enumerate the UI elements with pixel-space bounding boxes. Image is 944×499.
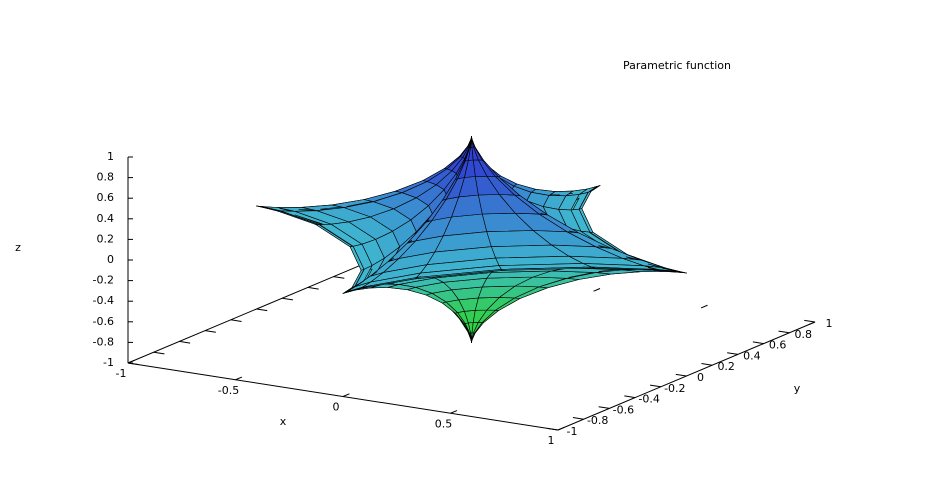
chart-title: Parametric function bbox=[623, 59, 731, 72]
y-tick bbox=[778, 330, 790, 334]
y-tick bbox=[624, 395, 636, 399]
x-tick bbox=[450, 410, 458, 414]
z-tick-label: -0.6 bbox=[93, 315, 114, 328]
z-tick-label: -0.8 bbox=[93, 335, 114, 348]
y-tick bbox=[572, 417, 584, 420]
z-tick-label: 1 bbox=[107, 150, 114, 163]
z-tick-label: -0.4 bbox=[93, 294, 114, 307]
y-tick-label: -1 bbox=[567, 425, 578, 438]
x-tick-label: 1 bbox=[548, 434, 555, 447]
x-tick-label: -0.5 bbox=[218, 384, 239, 397]
y-tick bbox=[752, 341, 764, 345]
y-axis-label: y bbox=[794, 382, 801, 395]
z-tick-label: 0.2 bbox=[97, 232, 115, 245]
z-tick-label: 0.4 bbox=[97, 212, 115, 225]
x-tick-mirror bbox=[593, 288, 601, 292]
z-axis-label: z bbox=[15, 241, 21, 254]
x-tick bbox=[342, 393, 350, 397]
y-tick-label: 0.4 bbox=[743, 349, 761, 362]
surface-facet bbox=[657, 269, 687, 274]
y-tick-label: -0.6 bbox=[613, 403, 634, 416]
z-tick-label: 0.6 bbox=[97, 191, 115, 204]
y-tick-mirror bbox=[205, 330, 216, 333]
z-tick-label: -0.2 bbox=[93, 274, 114, 287]
y-tick-label: 1 bbox=[826, 317, 833, 330]
y-tick bbox=[727, 352, 738, 355]
x-tick-label: 0.5 bbox=[435, 417, 453, 430]
y-tick-label: -0.8 bbox=[587, 414, 608, 427]
surface-facet bbox=[342, 286, 363, 294]
y-tick bbox=[804, 319, 816, 323]
y-tick-mirror bbox=[153, 351, 165, 355]
z-tick-label: 0.8 bbox=[97, 171, 115, 184]
y-tick-mirror bbox=[179, 340, 191, 344]
y-tick-label: 0 bbox=[697, 371, 704, 384]
y-tick-label: 0.2 bbox=[717, 360, 735, 373]
y-tick-mirror bbox=[230, 319, 242, 322]
x-tick bbox=[557, 426, 565, 431]
y-tick-mirror bbox=[307, 286, 319, 290]
y-tick bbox=[675, 373, 687, 377]
z-tick-label: -1 bbox=[103, 356, 114, 369]
y-tick-mirror bbox=[333, 276, 345, 279]
y-tick-label: -0.4 bbox=[638, 393, 659, 406]
x-tick bbox=[235, 376, 243, 381]
y-tick-label: -0.2 bbox=[664, 382, 685, 395]
y-tick bbox=[701, 363, 713, 366]
x-tick-label: -1 bbox=[116, 367, 127, 380]
y-tick bbox=[598, 406, 610, 409]
x-tick-label: 0 bbox=[333, 401, 340, 414]
y-tick bbox=[649, 384, 661, 388]
y-tick-label: 0.8 bbox=[795, 328, 813, 341]
x-tick-mirror bbox=[700, 304, 708, 309]
surface-facet bbox=[471, 136, 473, 140]
y-tick-mirror bbox=[282, 297, 294, 301]
x-tick-mirror bbox=[808, 321, 816, 326]
surface bbox=[256, 136, 687, 343]
x-axis-label: x bbox=[280, 415, 287, 428]
z-tick-label: 0 bbox=[107, 253, 114, 266]
y-tick bbox=[547, 427, 559, 431]
y-tick-label: 0.6 bbox=[769, 339, 787, 352]
y-tick-mirror bbox=[256, 308, 268, 312]
